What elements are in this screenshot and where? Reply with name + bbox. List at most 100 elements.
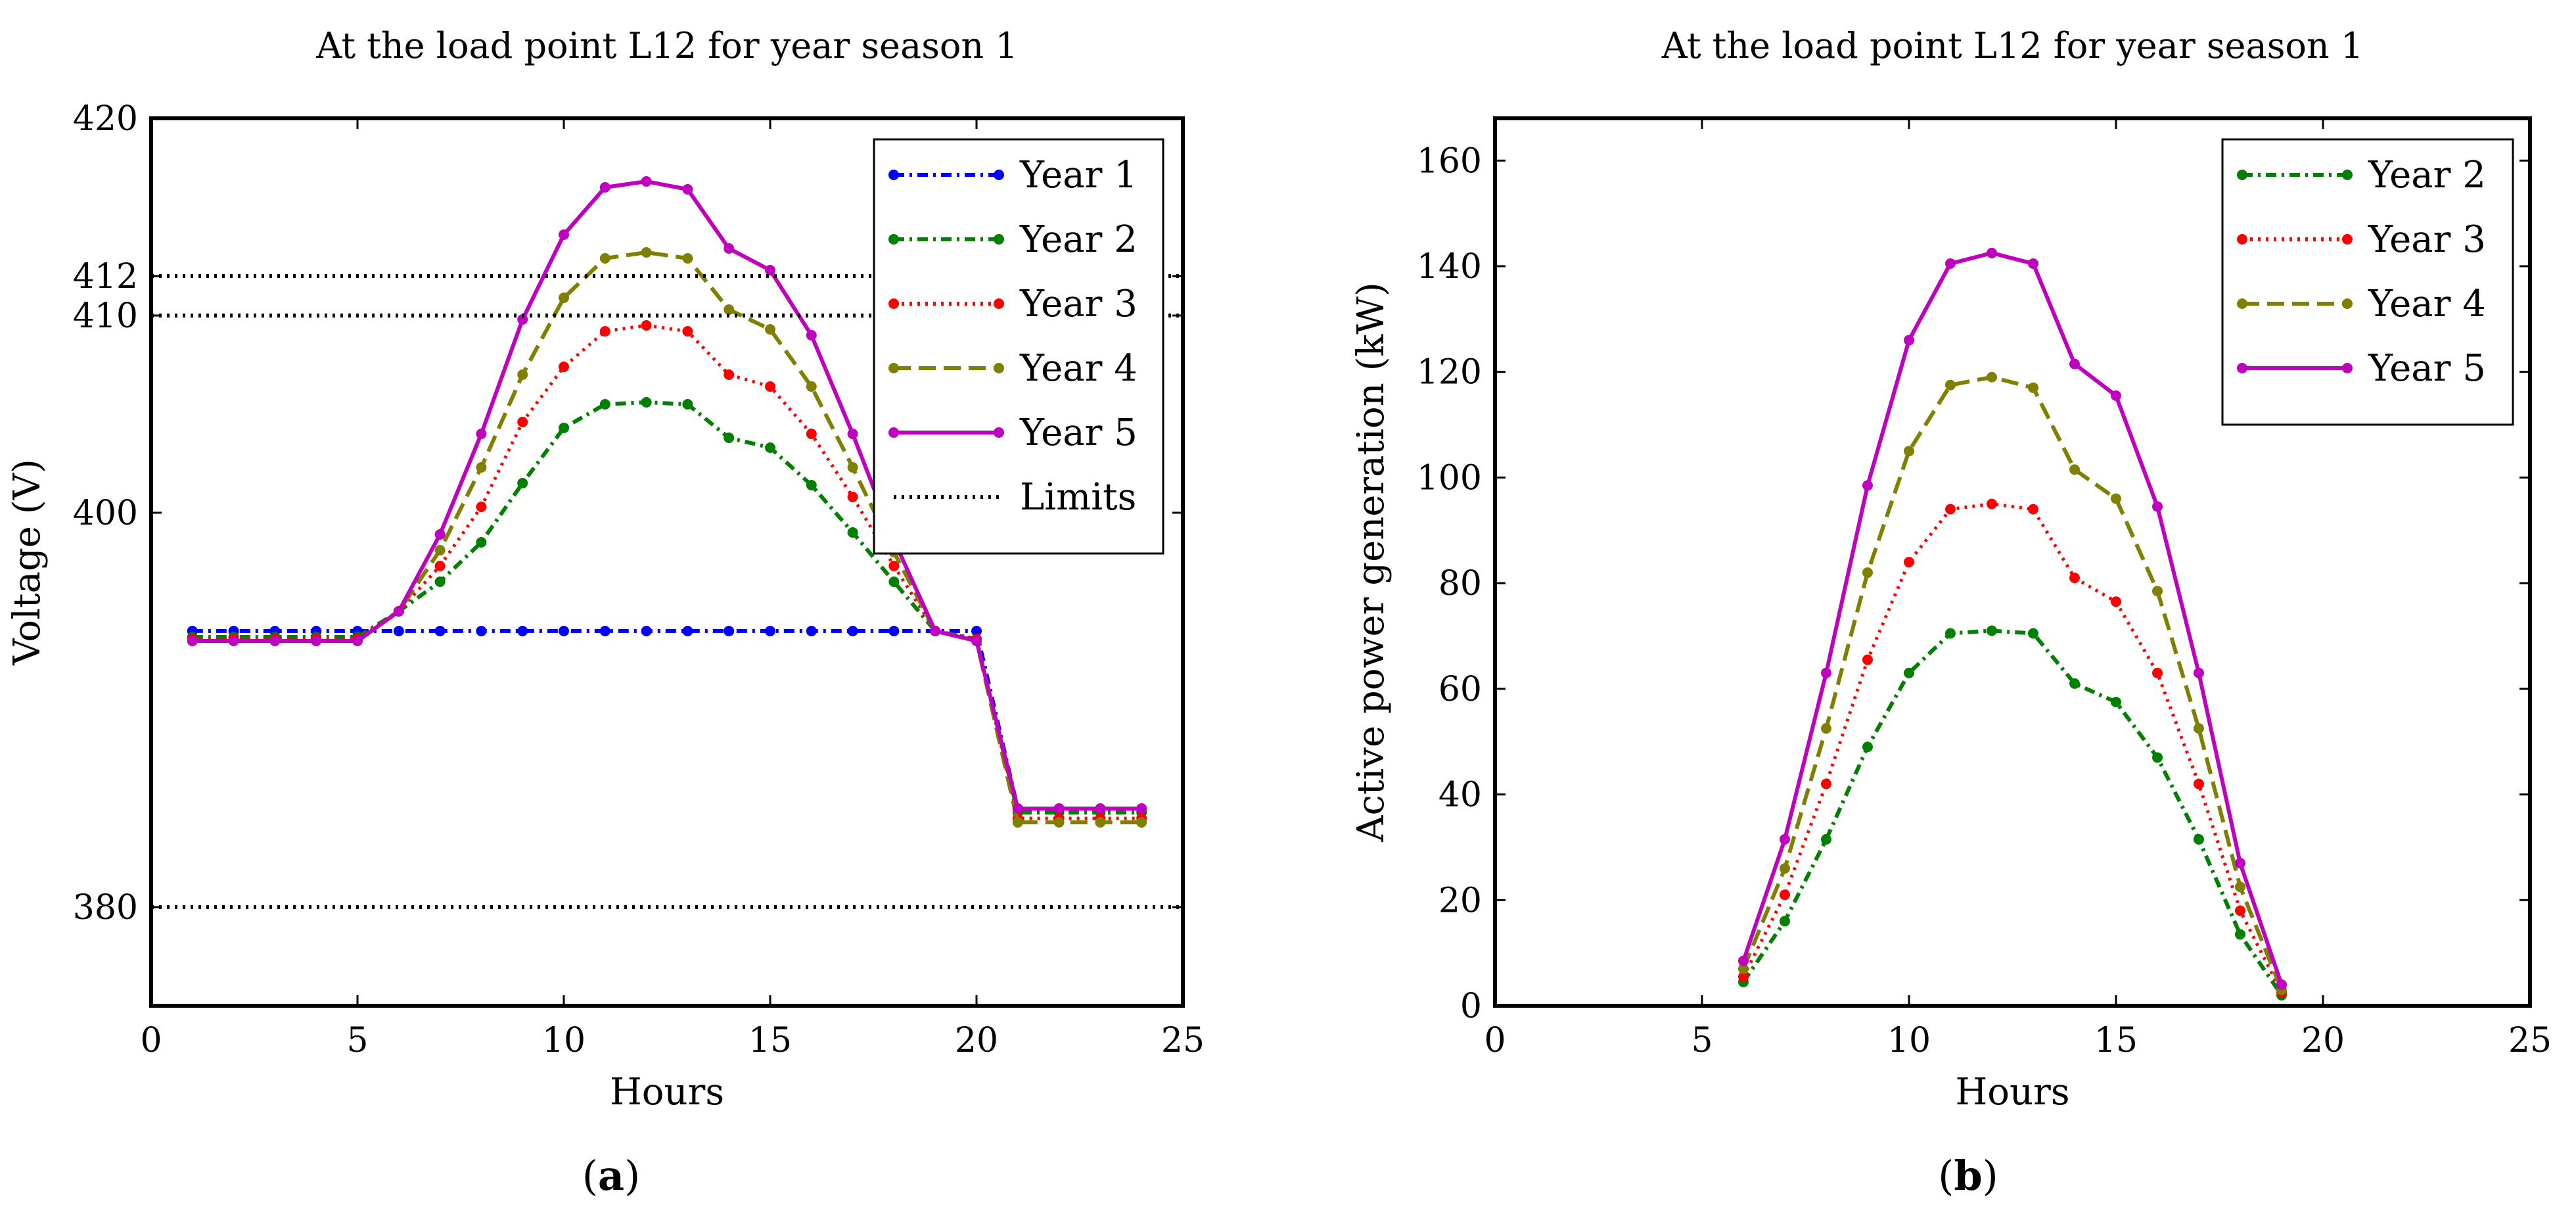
data-point — [724, 433, 735, 443]
data-point — [847, 462, 858, 473]
data-point — [1012, 817, 1023, 828]
data-point — [311, 636, 322, 646]
legend-box — [873, 138, 1164, 555]
data-point — [434, 529, 446, 540]
data-point — [765, 324, 775, 335]
series-year-5 — [1738, 247, 2287, 990]
y-tick-label: 140 — [1417, 247, 1482, 287]
data-point — [2235, 929, 2245, 940]
data-point — [1738, 963, 1749, 974]
chart-title: At the load point L12 for year season 1 — [1661, 25, 2363, 66]
data-point — [1053, 817, 1065, 828]
data-point — [1821, 834, 1831, 845]
legend-marker — [888, 427, 899, 438]
data-point — [1136, 817, 1147, 828]
data-point — [2069, 464, 2080, 475]
legend-label: Year 2 — [1019, 218, 1138, 261]
data-point — [269, 636, 281, 646]
data-point — [682, 253, 693, 264]
data-point — [2152, 501, 2163, 512]
x-tick-label: 0 — [140, 1021, 162, 1060]
data-point — [2194, 834, 2204, 845]
data-point — [352, 636, 363, 646]
series-line — [192, 179, 1142, 811]
data-point — [1780, 916, 1790, 927]
data-point — [559, 362, 569, 372]
data-point — [187, 636, 198, 646]
series-year-1 — [187, 626, 1147, 814]
legend-marker — [2342, 298, 2353, 309]
data-point — [2235, 858, 2245, 869]
data-point — [641, 397, 652, 408]
data-point — [1945, 628, 1956, 639]
plot-area — [1738, 247, 2287, 1000]
data-point — [724, 626, 735, 636]
data-point — [517, 417, 528, 427]
data-point — [393, 606, 404, 617]
legend-label: Year 3 — [1019, 283, 1138, 325]
x-tick-label: 10 — [542, 1021, 586, 1060]
legend-label: Year 5 — [2368, 347, 2486, 390]
data-point — [434, 561, 446, 571]
data-point — [1904, 557, 1914, 567]
x-tick-label: 5 — [346, 1021, 368, 1060]
data-point — [517, 478, 528, 488]
data-point — [765, 442, 775, 453]
data-point — [641, 176, 652, 187]
data-point — [1862, 567, 1873, 578]
data-point — [682, 326, 693, 337]
x-tick-label: 20 — [2301, 1021, 2345, 1060]
data-point — [517, 369, 528, 380]
panel-label: (b) — [1938, 1152, 1998, 1200]
data-point — [847, 429, 858, 439]
series-year-3 — [1738, 498, 2287, 998]
data-point — [434, 577, 446, 587]
legend-marker — [994, 170, 1004, 180]
data-point — [1987, 625, 1997, 636]
x-tick-label: 5 — [1691, 1021, 1713, 1060]
legend-marker — [994, 363, 1004, 373]
data-point — [724, 243, 735, 254]
legend: Year 1 Year 2 Year 3 Year 4 Year 5 Limits — [873, 138, 1164, 555]
data-point — [2111, 390, 2121, 401]
data-point — [930, 626, 941, 636]
data-point — [806, 429, 817, 439]
legend: Year 2 Year 3 Year 4 Year 5 — [2221, 138, 2514, 426]
x-tick-label: 15 — [748, 1021, 792, 1060]
y-tick-label: 380 — [73, 888, 138, 928]
legend-marker — [888, 298, 899, 309]
data-point — [1862, 741, 1873, 753]
series-year-4 — [1738, 371, 2287, 995]
data-point — [517, 314, 528, 325]
data-point — [228, 636, 239, 646]
data-point — [559, 293, 569, 303]
legend-label: Year 1 — [1019, 154, 1138, 197]
data-point — [641, 247, 652, 258]
data-point — [476, 537, 487, 548]
data-point — [2111, 493, 2121, 504]
data-point — [517, 626, 528, 636]
data-point — [765, 265, 775, 275]
data-point — [682, 399, 693, 410]
data-point — [476, 429, 487, 439]
y-tick-label: 400 — [73, 494, 138, 533]
data-point — [559, 423, 569, 433]
data-point — [1904, 667, 1914, 678]
data-point — [1053, 803, 1065, 814]
data-point — [1780, 863, 1790, 874]
data-point — [1862, 654, 1873, 665]
data-point — [888, 577, 900, 587]
data-point — [2194, 667, 2204, 678]
data-point — [641, 626, 652, 636]
data-point — [2028, 382, 2038, 393]
data-point — [806, 381, 817, 392]
series-line — [1741, 375, 2284, 991]
series-line — [1741, 628, 2284, 997]
data-point — [599, 399, 610, 410]
y-axis-label: Voltage (V) — [6, 459, 49, 666]
data-point — [2235, 905, 2245, 916]
data-point — [2152, 752, 2163, 763]
y-axis-label: Active power generation (kW) — [1350, 282, 1392, 843]
data-point — [1904, 335, 1914, 346]
data-point — [1904, 446, 1914, 457]
